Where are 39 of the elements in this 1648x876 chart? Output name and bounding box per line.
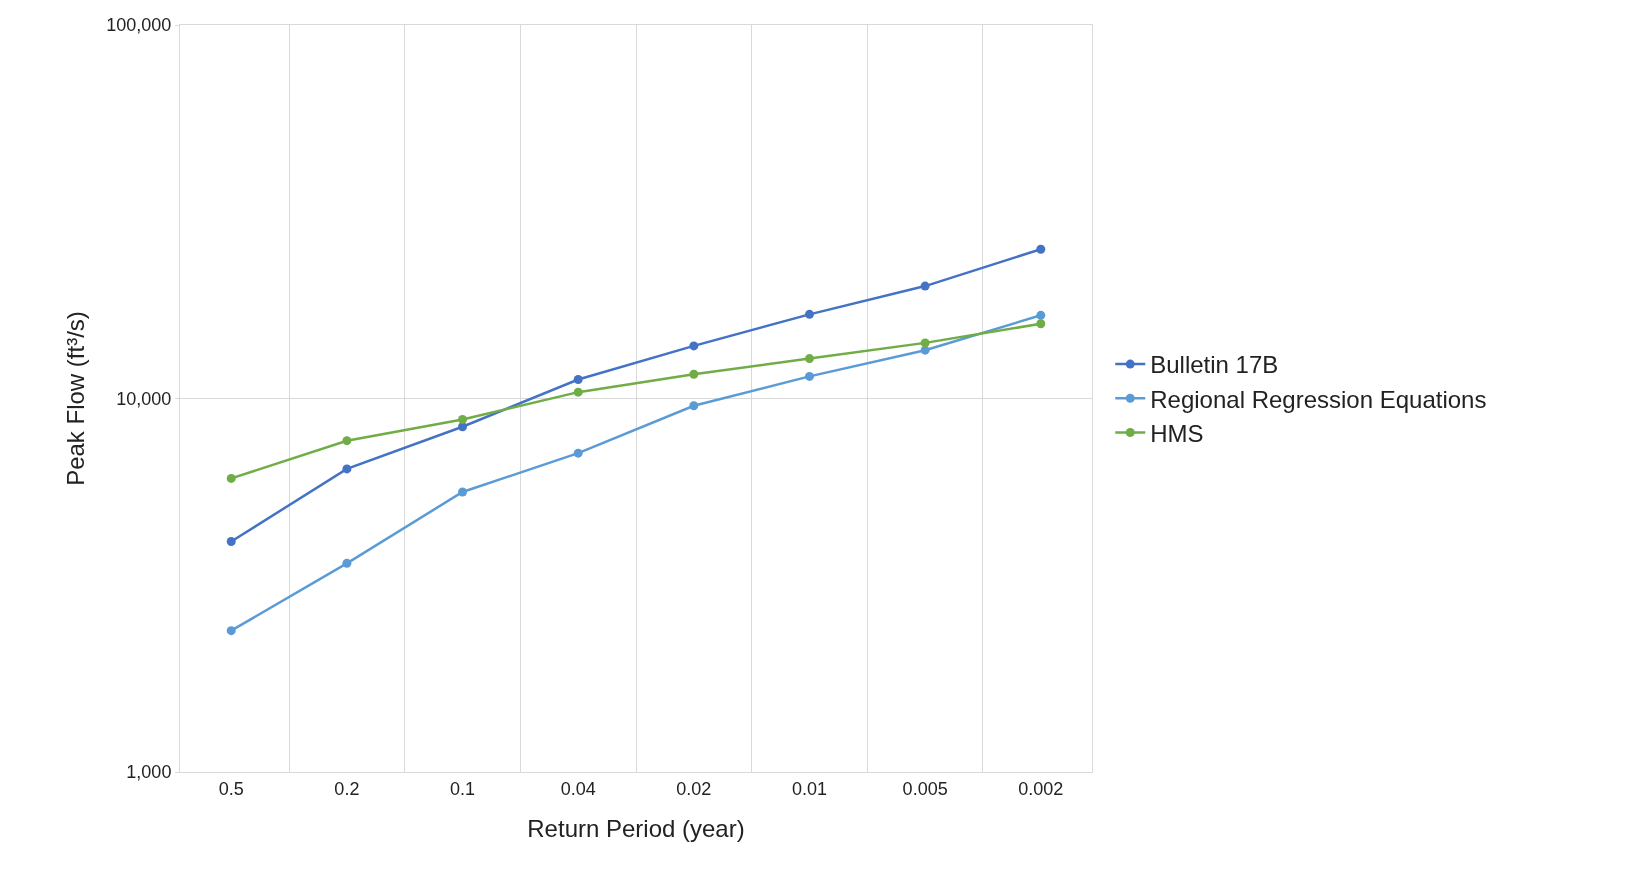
point [1036, 244, 1046, 254]
point [458, 414, 468, 424]
point [458, 487, 468, 497]
point [1036, 310, 1046, 320]
point [573, 375, 583, 385]
y-tick-label: 10,000 [116, 388, 172, 409]
point [1036, 319, 1046, 329]
point [226, 626, 236, 636]
point [573, 387, 583, 397]
x-tick-label: 0.5 [218, 778, 244, 799]
x-tick-label: 0.002 [1018, 778, 1064, 799]
point [804, 309, 814, 319]
point [342, 436, 352, 446]
point [458, 422, 468, 432]
y-axis-title: Peak Flow (ft³/s) [62, 311, 90, 486]
point [804, 371, 814, 381]
x-tick-label: 0.04 [560, 778, 596, 799]
point [342, 558, 352, 568]
point [226, 537, 236, 547]
point [920, 338, 930, 348]
y-tick-label: 100,000 [106, 15, 172, 36]
x-tick-label: 0.1 [450, 778, 476, 799]
x-tick-label: 0.01 [791, 778, 827, 799]
point [689, 341, 699, 351]
legend-label: Regional Regression Equations [1150, 385, 1487, 413]
point [342, 464, 352, 474]
point [573, 448, 583, 458]
legend-label: Bulletin 17B [1150, 351, 1279, 379]
point [689, 369, 699, 379]
point [804, 354, 814, 364]
point [226, 473, 236, 483]
x-axis-title: Return Period (year) [527, 814, 745, 842]
legend-label: HMS [1150, 419, 1204, 447]
point [689, 401, 699, 411]
point [920, 281, 930, 291]
x-tick-label: 0.2 [334, 778, 360, 799]
x-tick-label: 0.02 [676, 778, 712, 799]
x-tick-label: 0.005 [902, 778, 948, 799]
y-tick-label: 1,000 [126, 762, 172, 783]
